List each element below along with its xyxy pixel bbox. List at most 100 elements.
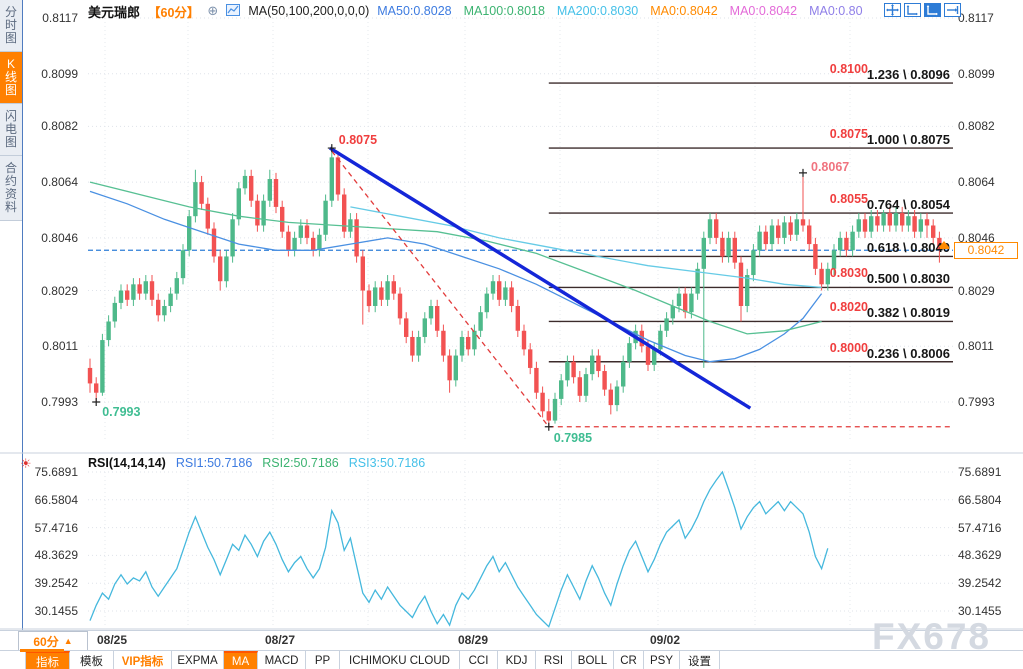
ma-value-label: MA0:0.8042 [729,4,798,18]
toolbar-button-ma[interactable]: MA [224,651,258,669]
price-axis-label-left: 0.8064 [41,175,78,190]
price-level-label: 0.8020 [829,300,868,315]
rsi-axis-label-right: 39.2542 [958,576,1002,591]
fib-level-label: 1.236 \ 0.8096 [866,67,950,83]
toolbar-button-模板[interactable]: 模板 [70,651,114,669]
period-label: 60分 [33,634,59,649]
rsi-formula-label: RSI(14,14,14) [88,456,166,470]
period-arrow-icon: ▲ [63,636,73,646]
ma-value-label: MA0:0.8042 [650,4,718,18]
ma-value-label: MA200:0.8030 [556,4,639,18]
sidebar-item-tab[interactable]: 分时图 [0,0,22,52]
shift-right-icon[interactable] [944,3,961,17]
symbol-name: 美元瑞郎 [88,4,141,20]
toolbar-spacer [0,651,26,669]
toolbar-button-rsi[interactable]: RSI [536,651,572,669]
sidebar-item-tab[interactable]: 闪电图 [0,104,22,156]
toolbar-button-psy[interactable]: PSY [644,651,680,669]
rsi-value-label: RSI3:50.7186 [348,456,426,470]
rsi-values: RSI1:50.7186 RSI2:50.7186 RSI3:50.7186 [176,456,425,470]
period-selector-button[interactable]: 60分 ▲ [18,631,88,651]
y-axis-scale-icon[interactable] [924,3,941,17]
sidebar-item-active[interactable]: K线图 [0,52,22,104]
sidebar-item-label: 闪电图 [4,109,17,149]
price-axis-label-left: 0.8029 [41,283,78,298]
price-axis-label-right: 0.8046 [958,230,995,245]
rsi-axis-label-left: 39.2542 [34,576,78,591]
price-level-label: 0.8100 [829,62,868,77]
indicator-toolbar: 指标 模板 VIP指标 EXPMA MA MACD PP ICHIMOKU CLOUD CCI K… [0,650,1023,669]
fib-level-label: 0.764 \ 0.8054 [866,197,950,213]
chart-type-sidebar: 分时图 K线图闪电图合约资料 [0,0,23,632]
pan-tool-icon[interactable] [884,3,901,17]
rsi-axis-label-right: 75.6891 [958,465,1002,479]
rsi-axis-label-left: 30.1455 [34,604,78,618]
price-level-label: 0.8075 [829,127,868,142]
toolbar-button-vip指标[interactable]: VIP指标 [114,651,172,669]
toolbar-button-macd[interactable]: MACD [258,651,306,669]
price-axis-label-left: 0.8082 [41,119,78,134]
fib-level-label: 0.500 \ 0.8030 [866,271,950,287]
rsi-header: RSI(14,14,14) RSI1:50.7186 RSI2:50.7186 RS… [88,456,425,470]
rsi-axis-label-right: 66.5804 [958,492,1002,507]
peak-price-label: 0.8075 [338,133,378,148]
period-active-underline [20,649,64,652]
sidebar-item-label: K线图 [4,57,17,97]
price-level-label: 0.8000 [829,340,868,355]
price-axis-label-left: 0.7993 [41,395,78,409]
toolbar-button-cci[interactable]: CCI [460,651,498,669]
rsi-axis-label-left: 75.6891 [34,465,78,479]
rsi-value-label: RSI2:50.7186 [262,456,339,470]
fib-level-label: 0.618 \ 0.8040 [866,240,950,256]
ma-value-label: MA0:0.80 [809,4,863,18]
toolbar-button-ichimoku-cloud[interactable]: ICHIMOKU CLOUD [340,651,460,669]
rsi-axis-label-right: 57.4716 [958,520,1002,535]
chart-controls [884,3,961,17]
toolbar-button-cr[interactable]: CR [614,651,644,669]
date-label: 08/25 [97,633,128,647]
rsi-settings-icon[interactable]: ☀ [20,456,32,471]
sidebar-item-tab[interactable]: 合约资料 [0,156,22,221]
toolbar-button-indicators[interactable]: 指标 [26,651,70,669]
toolbar-button-settings[interactable]: 设置 [680,651,720,669]
ma-values: MA50:0.8028 MA100:0.8018 MA200:0.8030 MA0:0… [377,4,864,18]
x-axis-scale-icon[interactable] [904,3,921,17]
spike-price-label: 0.8067 [811,159,850,174]
add-indicator-icon[interactable]: ⊕ [207,3,219,18]
rsi-axis-label-left: 57.4716 [34,520,78,535]
rsi-axis-label-left: 66.5804 [34,492,78,507]
price-axis-label-right: 0.8099 [958,66,995,81]
price-axis-label-right: 0.8064 [958,175,995,190]
price-level-label: 0.8030 [829,266,868,281]
fib-level-label: 1.000 \ 0.8075 [866,132,950,148]
price-axis-label-right: 0.7993 [958,395,995,409]
fib-level-label: 0.382 \ 0.8019 [866,305,950,321]
rsi-axis-label-left: 48.3629 [34,548,78,563]
price-axis-label-left: 0.8117 [42,11,78,25]
line-chart-icon [226,3,241,19]
price-up-arrow-icon [938,236,950,249]
ma-formula-label: MA(50,100,200,0,0,0) [248,4,370,18]
date-label: 09/02 [650,633,681,647]
price-chart-canvas[interactable] [0,0,1023,650]
price-axis-label-right: 0.8029 [958,283,995,298]
toolbar-button-boll[interactable]: BOLL [572,651,614,669]
timeframe-label: 【60分】 [148,5,200,20]
rsi-axis-label-right: 30.1455 [958,604,1002,618]
chart-header: 美元瑞郎 【60分】 ⊕ MA(50,100,200,0,0,0) MA50:0… [88,2,865,20]
price-axis-label-right: 0.8082 [958,119,995,134]
price-axis-label-left: 0.8099 [41,66,78,81]
price-axis-label-left: 0.8011 [42,339,78,354]
low-price-label: 0.7985 [553,430,593,445]
current-price-tag: 0.8042 [954,242,1018,259]
toolbar-button-kdj[interactable]: KDJ [498,651,536,669]
fib-level-label: 0.236 \ 0.8006 [866,345,950,361]
toolbar-button-pp[interactable]: PP [306,651,340,669]
date-axis [0,630,1023,652]
date-label: 08/27 [265,633,296,647]
ma-value-label: MA100:0.8018 [463,4,545,18]
low-price-label: 0.7993 [102,405,141,419]
toolbar-button-expma[interactable]: EXPMA [172,651,224,669]
price-axis-label-right: 0.8117 [958,11,994,25]
